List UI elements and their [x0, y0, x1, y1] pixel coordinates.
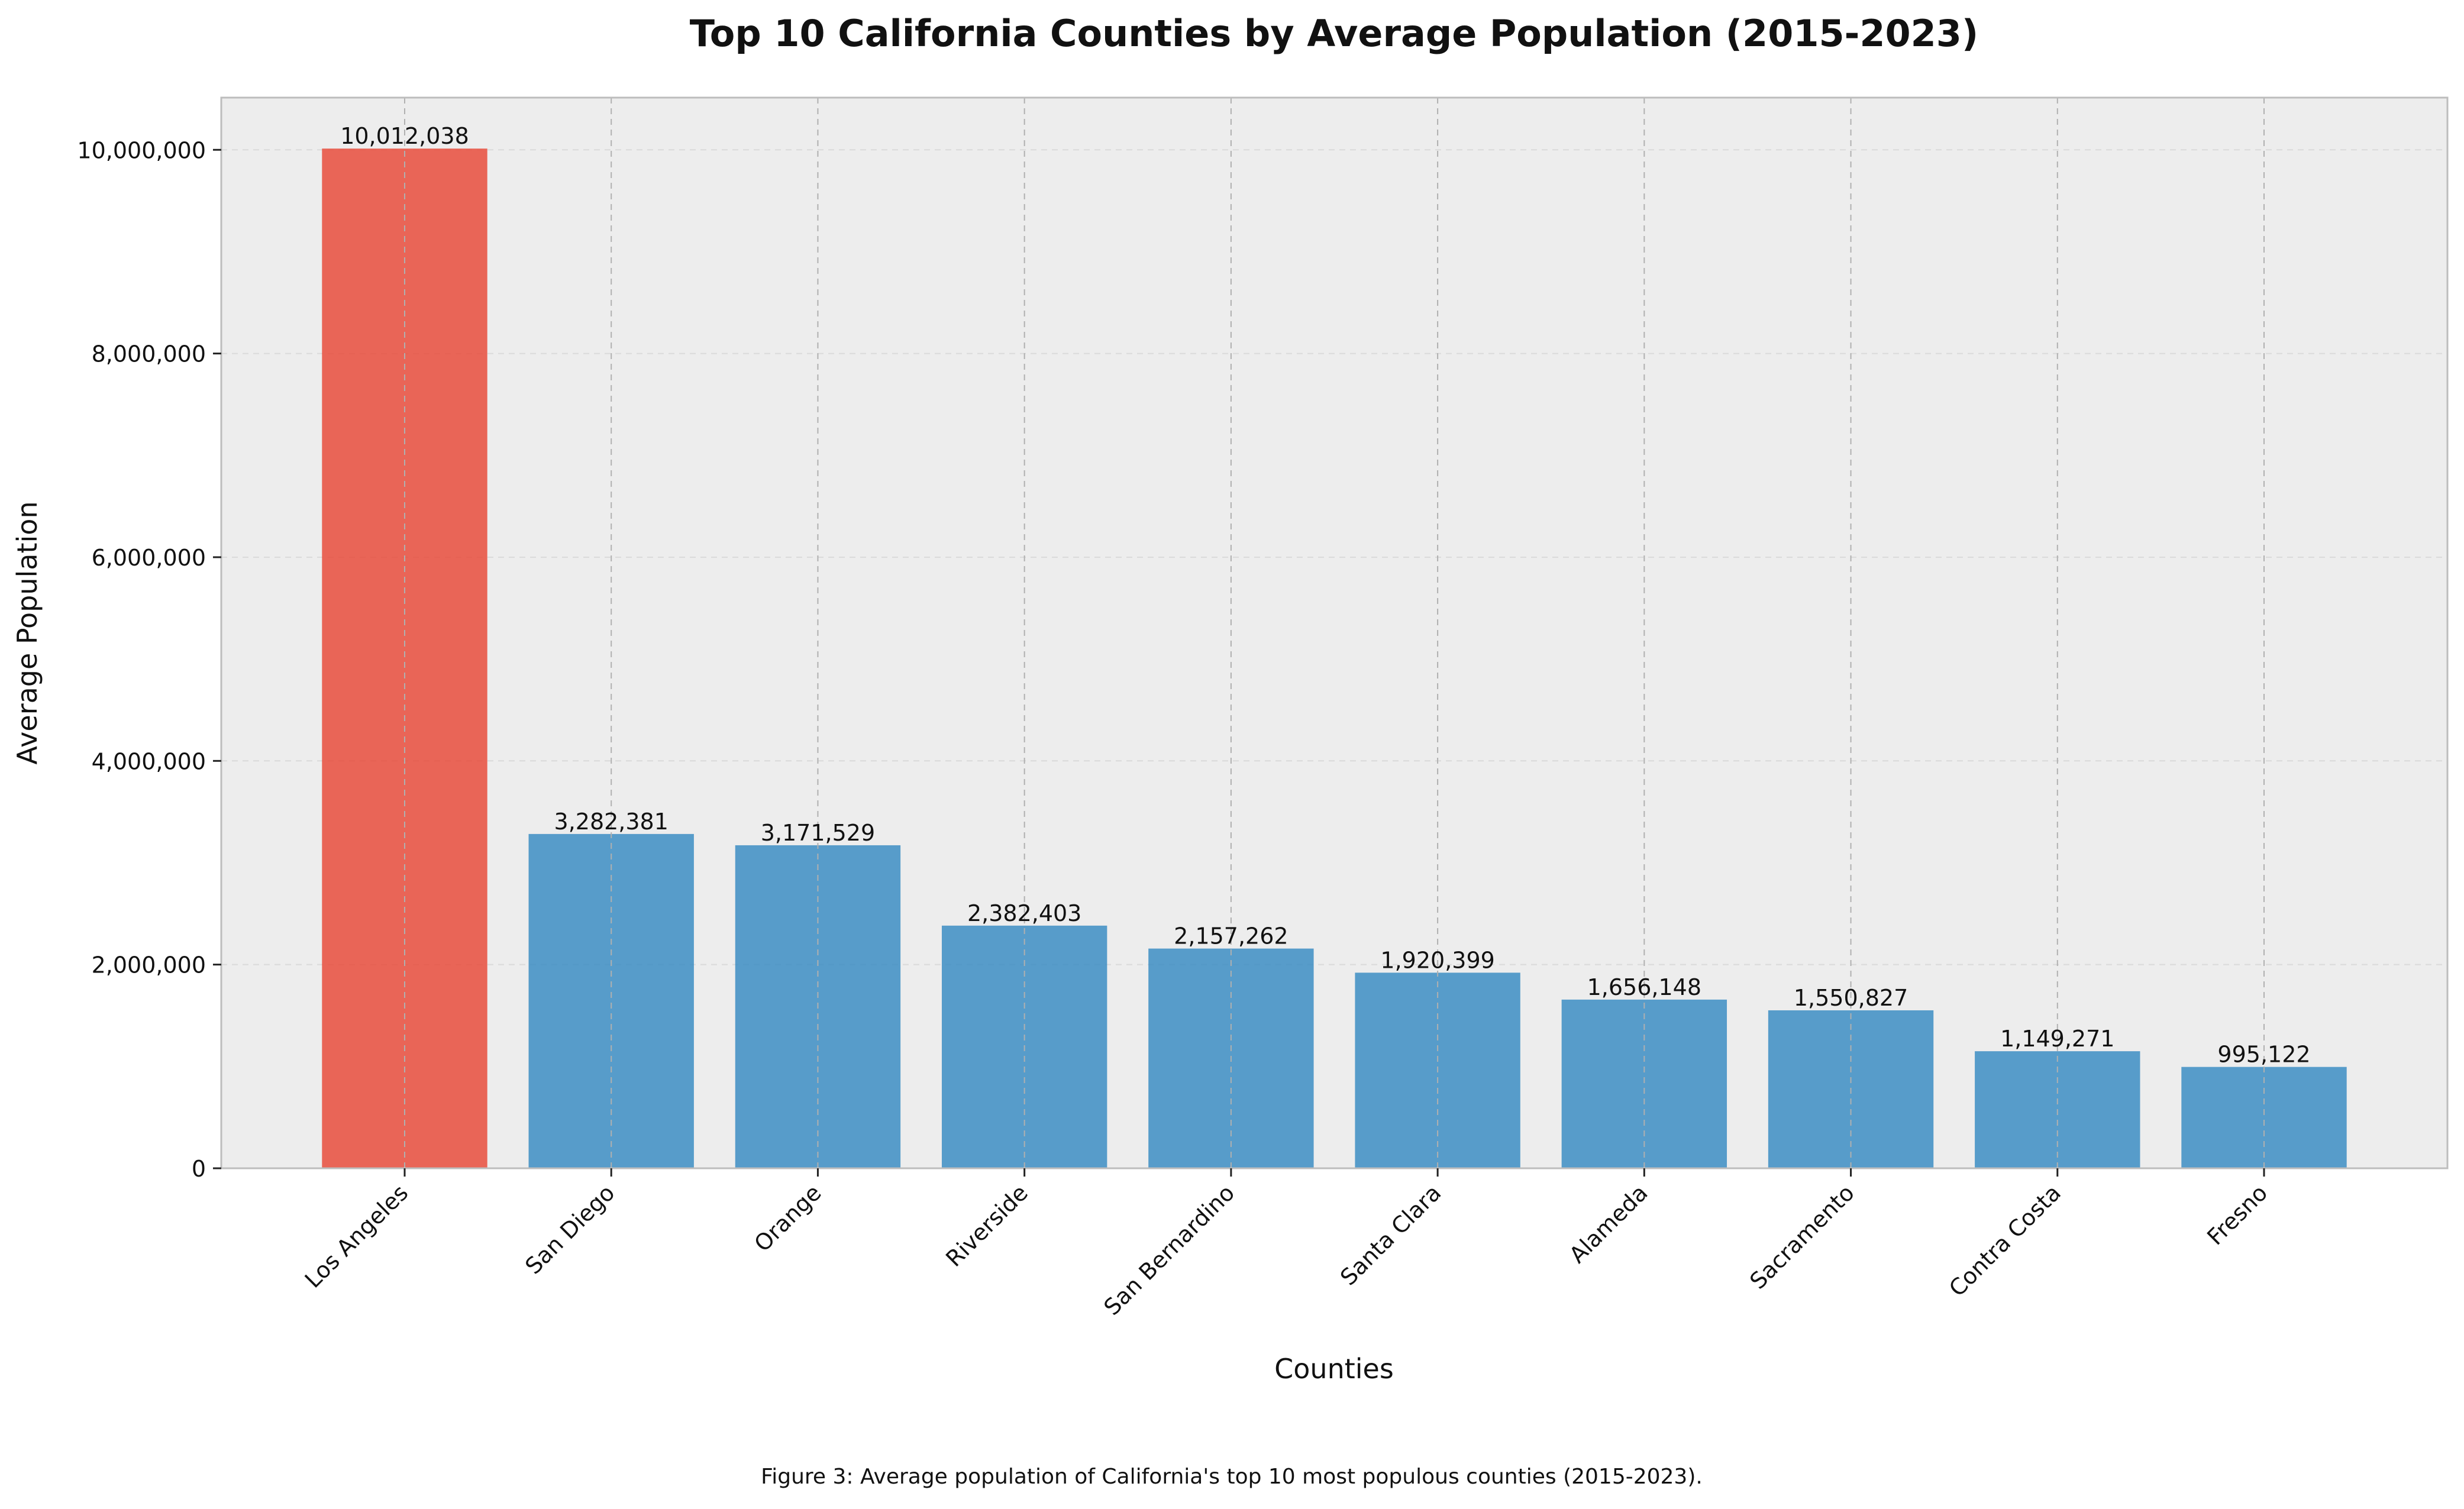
bar	[2181, 1067, 2347, 1168]
bar-value-label: 1,656,148	[1587, 974, 1701, 1000]
bar-value-label: 3,171,529	[761, 820, 875, 846]
plot-frame	[220, 96, 2449, 1169]
bar-value-label: 2,157,262	[1174, 923, 1288, 949]
y-tick-label: 4,000,000	[92, 748, 206, 774]
chart-title: Top 10 California Counties by Average Po…	[690, 12, 1979, 55]
y-tick-label: 6,000,000	[92, 545, 206, 571]
vertical-gridlines	[404, 98, 2265, 1168]
y-tick-label: 10,000,000	[77, 137, 206, 163]
y-axis-label: Average Population	[11, 501, 43, 764]
bar-value-label: 3,282,381	[554, 809, 669, 835]
y-tick-label: 2,000,000	[92, 952, 206, 978]
data-labels: 10,012,038 3,282,381 3,171,529 2,382,403 2,1…	[340, 123, 2310, 1067]
bar-value-label: 995,122	[2217, 1042, 2310, 1068]
bar	[528, 833, 694, 1168]
bar-value-label: 10,012,038	[340, 123, 469, 149]
figure-caption: Figure 3: Average population of Californ…	[761, 1465, 1703, 1489]
x-axis-label: Counties	[1274, 1353, 1394, 1385]
bar-value-label: 1,920,399	[1380, 947, 1494, 973]
y-tick-label: 0	[192, 1156, 206, 1182]
bar-value-label: 2,382,403	[967, 900, 1081, 926]
bar-value-label: 1,550,827	[1794, 985, 1908, 1011]
bar-value-label: 1,149,271	[2000, 1026, 2114, 1052]
bar	[322, 148, 487, 1169]
y-axis-ticks: 0 2,000,000 4,000,000 6,000,000 8,000,000 10,…	[77, 137, 221, 1182]
y-tick-label: 8,000,000	[92, 341, 206, 367]
